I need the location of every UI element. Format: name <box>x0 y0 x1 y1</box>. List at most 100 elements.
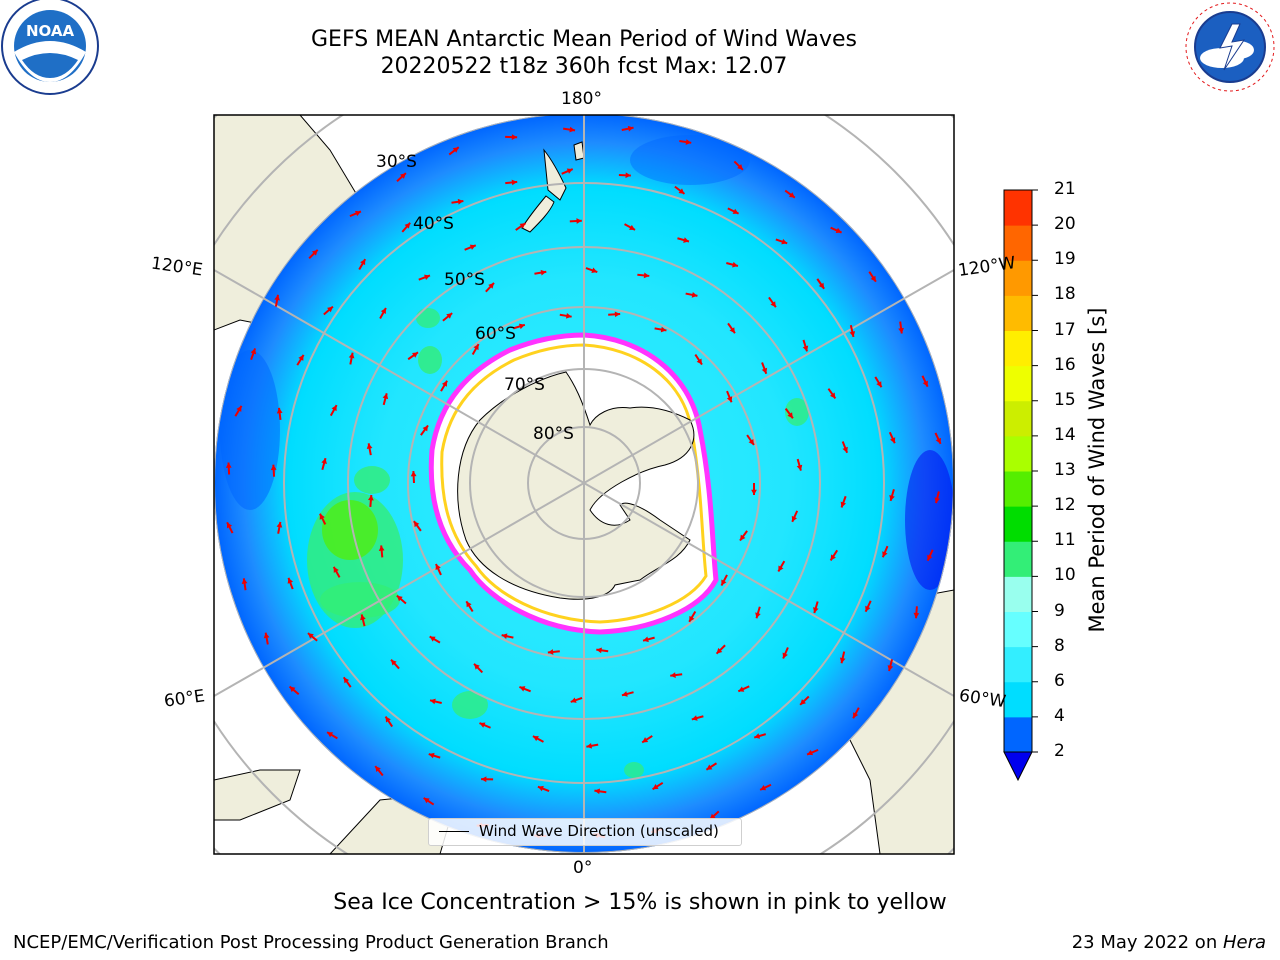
chart-subtitle: 20220522 t18z 360h fcst Max: 12.07 <box>380 54 788 79</box>
wave-vector-head <box>327 306 333 313</box>
wave-vector-head <box>307 633 314 639</box>
wave-vector-head <box>683 237 690 243</box>
colorbar-tick-label: 6 <box>1054 670 1065 691</box>
colorbar-tick-label: 9 <box>1054 600 1065 621</box>
footer-credit: NCEP/EMC/Verification Post Processing Pr… <box>13 932 609 953</box>
wave-vector-head <box>882 551 888 558</box>
lat-label-80s: 80°S <box>533 424 574 444</box>
wave-vector-head <box>642 737 649 743</box>
wave-vector-head <box>706 764 713 770</box>
map-legend: Wind Wave Direction (unscaled) <box>428 818 742 846</box>
wave-vector-head <box>576 218 582 224</box>
wave-vector-head <box>927 554 933 561</box>
colorbar-tick-label: 12 <box>1054 495 1076 516</box>
wave-vector-head <box>413 521 420 528</box>
colorbar-segment <box>1004 646 1032 683</box>
wave-vector-head <box>670 672 676 678</box>
wave-vector-head <box>627 125 634 132</box>
wave-period-patches <box>220 135 954 778</box>
wave-vector-head <box>818 282 825 289</box>
wave-vector-head <box>360 614 366 621</box>
wave-vector-head <box>457 198 464 205</box>
wave-vector-head <box>319 513 325 520</box>
wave-vector-head <box>732 261 738 268</box>
wave-vector-head <box>511 134 518 140</box>
lat-label-40s: 40°S <box>413 214 454 234</box>
colorbar-segment <box>1004 541 1032 577</box>
wave-vector-head <box>865 605 871 612</box>
colorbar-segment <box>1004 435 1032 472</box>
wave-vector-head <box>781 238 788 245</box>
wave-vector-head <box>287 577 294 584</box>
wave-vector-head <box>241 578 248 584</box>
chart-title: GEFS MEAN Antarctic Mean Period of Wind … <box>311 27 857 52</box>
wave-vector-head <box>770 301 776 308</box>
wave-vector-head <box>321 458 327 465</box>
wave-vector-head <box>435 564 441 570</box>
wave-vector-head <box>511 179 518 186</box>
wave-vector-head <box>429 636 436 642</box>
wave-vector-head <box>378 545 385 551</box>
wave-vector-head <box>913 612 920 619</box>
wave-vector-head <box>614 311 621 318</box>
wave-vector-head <box>519 686 526 692</box>
legend-line-sample <box>439 831 469 832</box>
nws-logo <box>1180 0 1280 97</box>
wave-vector-head <box>898 327 904 334</box>
colorbar-segment <box>1004 681 1032 718</box>
wave-vector-head <box>842 446 848 453</box>
wave-vector-head <box>410 471 417 477</box>
wave-vector-head <box>922 380 928 387</box>
wave-vector-head <box>787 412 793 419</box>
wave-vector-head <box>270 464 277 471</box>
graticule <box>214 115 954 853</box>
wave-vector-head <box>382 393 389 400</box>
colorbar-tick-label: 4 <box>1054 705 1065 726</box>
wave-vector-head <box>625 172 631 179</box>
wave-vector-head <box>481 776 487 783</box>
colorbar-segment <box>1004 260 1032 296</box>
lat-label-60s: 60°S <box>475 324 516 344</box>
wave-vector-head <box>643 272 650 279</box>
wave-vector-head <box>375 766 381 772</box>
colorbar-segment <box>1004 225 1032 261</box>
wave-vector-head <box>566 168 573 174</box>
wave-vector-head <box>263 632 270 639</box>
wave-vector-head <box>518 323 525 330</box>
legend-label: Wind Wave Direction (unscaled) <box>479 822 719 840</box>
footer-machine: Hera <box>1222 932 1266 953</box>
wave-vector-head <box>643 636 649 643</box>
colorbar-tick-label: 16 <box>1054 354 1076 375</box>
wave-vector-head <box>591 267 598 273</box>
wave-vector-head <box>430 698 436 705</box>
colorbar <box>1003 189 1038 782</box>
wave-vector-head <box>853 712 859 719</box>
wave-vector-head <box>889 437 896 444</box>
colorbar-tick-label: 13 <box>1054 460 1076 480</box>
colorbar-tick-label: 21 <box>1054 179 1076 199</box>
wave-vector-head <box>791 515 798 522</box>
wave-vector-head <box>423 797 430 804</box>
wave-vector-head <box>835 227 842 234</box>
wave-vector-head <box>778 565 784 572</box>
wave-vector-head <box>889 494 895 501</box>
wave-vector-head <box>755 612 761 619</box>
wave-vector-head <box>441 380 448 387</box>
wave-vector-head <box>652 783 659 790</box>
wave-vector-head <box>678 188 685 194</box>
colorbar-tick-label: 15 <box>1054 389 1076 410</box>
colorbar-tick-label: 17 <box>1054 319 1076 340</box>
wave-vector-head <box>934 497 941 504</box>
wave-vector-head <box>594 788 601 795</box>
wave-vector-head <box>540 269 547 276</box>
wave-vector-head <box>396 595 403 602</box>
wave-vector-head <box>452 147 459 153</box>
wave-vector-head <box>840 501 847 508</box>
wave-vector-head <box>343 677 350 684</box>
wave-vector-head <box>354 210 361 217</box>
colorbar-segment <box>1004 576 1032 612</box>
wave-vector-head <box>629 224 636 230</box>
wave-vector-head <box>782 652 788 659</box>
wave-vector-head <box>570 697 577 703</box>
